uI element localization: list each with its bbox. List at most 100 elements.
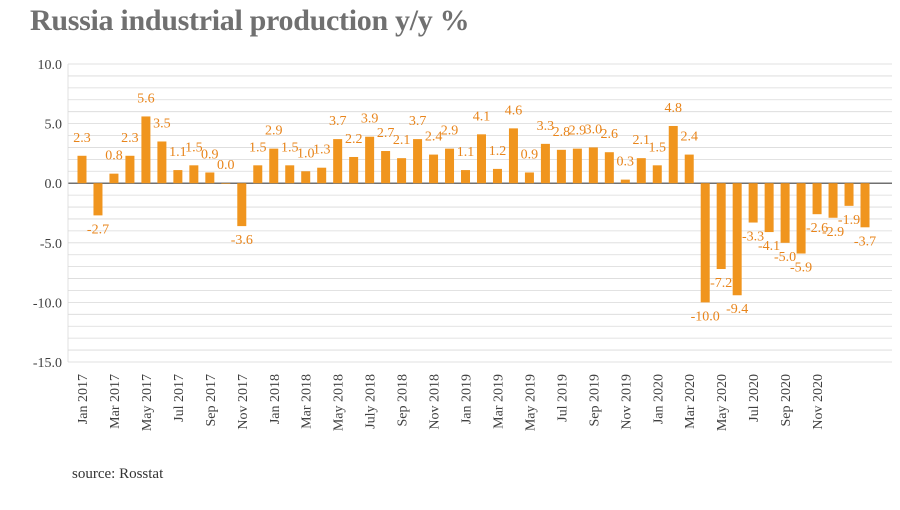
data-label: 3.0 (585, 122, 603, 137)
data-label: 4.8 (665, 101, 683, 116)
data-label: -2.6 (806, 221, 828, 236)
bar (780, 183, 790, 243)
bar (508, 128, 518, 184)
data-label: 1.2 (489, 144, 507, 159)
x-tick-label: Jan 2019 (460, 374, 475, 424)
bar (492, 168, 502, 184)
bar (748, 183, 758, 223)
bar (556, 149, 566, 184)
x-axis-ticks: Jan 2017 Mar 2017 May 2017 Jul 2017 Sep 2017… (76, 374, 826, 431)
bar (860, 183, 870, 228)
data-label: 0.8 (105, 149, 123, 164)
bar (157, 141, 167, 184)
x-tick-label: Mar 2019 (492, 374, 507, 429)
bar (317, 167, 327, 184)
data-label: -2.7 (87, 222, 109, 237)
bar (732, 183, 742, 296)
bar (253, 165, 263, 184)
data-label: 3.3 (537, 119, 555, 134)
bar (173, 170, 183, 184)
x-tick-label: Sep 2019 (587, 374, 602, 427)
data-label: 3.7 (409, 114, 427, 129)
data-label: 2.1 (633, 133, 651, 148)
bar (445, 148, 455, 184)
data-label: 2.8 (553, 125, 571, 140)
bar (524, 172, 534, 184)
bar (93, 183, 103, 216)
bar (588, 147, 598, 184)
data-label: 2.9 (441, 124, 459, 139)
bar (684, 154, 694, 184)
data-label: 0.3 (617, 155, 635, 170)
x-tick-label: Nov 2017 (236, 374, 251, 430)
data-label: -3.7 (854, 234, 876, 249)
data-label: 4.6 (505, 103, 523, 118)
bar (269, 148, 279, 184)
data-label: 4.1 (473, 109, 491, 124)
data-label: -2.9 (822, 225, 844, 240)
y-tick-label: -5.0 (40, 237, 62, 252)
data-label: 2.9 (265, 124, 283, 139)
data-label: 0.9 (521, 148, 539, 163)
data-label: 2.1 (393, 133, 411, 148)
bar (205, 172, 215, 184)
data-label: -4.1 (758, 239, 780, 254)
x-tick-label: Jan 2020 (651, 374, 666, 424)
bar (668, 125, 678, 184)
x-tick-label: July 2018 (364, 374, 379, 429)
bar (125, 155, 135, 184)
bar (413, 139, 423, 184)
bar (812, 183, 822, 215)
chart-source: source: Rosstat (72, 466, 164, 482)
x-tick-label: Mar 2017 (108, 374, 123, 429)
bar (77, 155, 87, 184)
data-label: 1.5 (281, 140, 299, 155)
x-tick-label: Jan 2018 (268, 374, 283, 424)
y-axis-ticks: 10.0 5.0 0.0 -5.0 -10.0 -15.0 (33, 58, 62, 371)
data-label: -10.0 (691, 309, 720, 324)
data-label: -9.4 (726, 302, 748, 317)
data-label: 2.4 (680, 130, 698, 145)
bar (476, 134, 486, 184)
bar (333, 139, 343, 184)
data-labels: 2.3-2.70.82.35.63.51.11.50.90.0-3.61.52.… (73, 91, 876, 324)
x-tick-label: Nov 2020 (811, 374, 826, 430)
bar (604, 152, 614, 184)
data-label: 1.0 (297, 146, 315, 161)
data-label: 2.7 (377, 126, 395, 141)
bar (764, 183, 774, 233)
bar (620, 179, 630, 184)
bar (189, 165, 199, 184)
data-label: 0.0 (217, 158, 235, 173)
bar (397, 158, 407, 184)
bar (540, 143, 550, 184)
bar (349, 156, 359, 184)
bar (365, 136, 375, 184)
data-label: -1.9 (838, 213, 860, 228)
data-label: 3.7 (329, 114, 347, 129)
bar (796, 183, 806, 254)
data-label: 2.9 (569, 124, 587, 139)
data-label: 1.3 (313, 143, 331, 158)
data-label: 1.5 (249, 140, 267, 155)
x-tick-label: Jul 2017 (172, 374, 187, 422)
y-tick-label: -10.0 (33, 296, 62, 311)
data-label: -3.6 (231, 233, 253, 248)
data-label: 0.9 (201, 148, 219, 163)
data-label: 1.5 (185, 140, 203, 155)
x-tick-label: Mar 2020 (683, 374, 698, 429)
bar (109, 173, 119, 184)
bar (221, 183, 231, 184)
data-label: 1.1 (169, 145, 187, 160)
x-tick-label: Sep 2018 (396, 374, 411, 427)
data-label: 3.5 (153, 117, 171, 132)
y-tick-label: -15.0 (33, 356, 62, 371)
bar (381, 151, 391, 184)
x-tick-label: Jan 2017 (76, 374, 91, 424)
bar (828, 183, 838, 218)
bar (237, 183, 247, 227)
x-tick-label: Nov 2019 (619, 374, 634, 430)
y-tick-label: 0.0 (45, 177, 63, 192)
data-label: -3.3 (742, 230, 764, 245)
